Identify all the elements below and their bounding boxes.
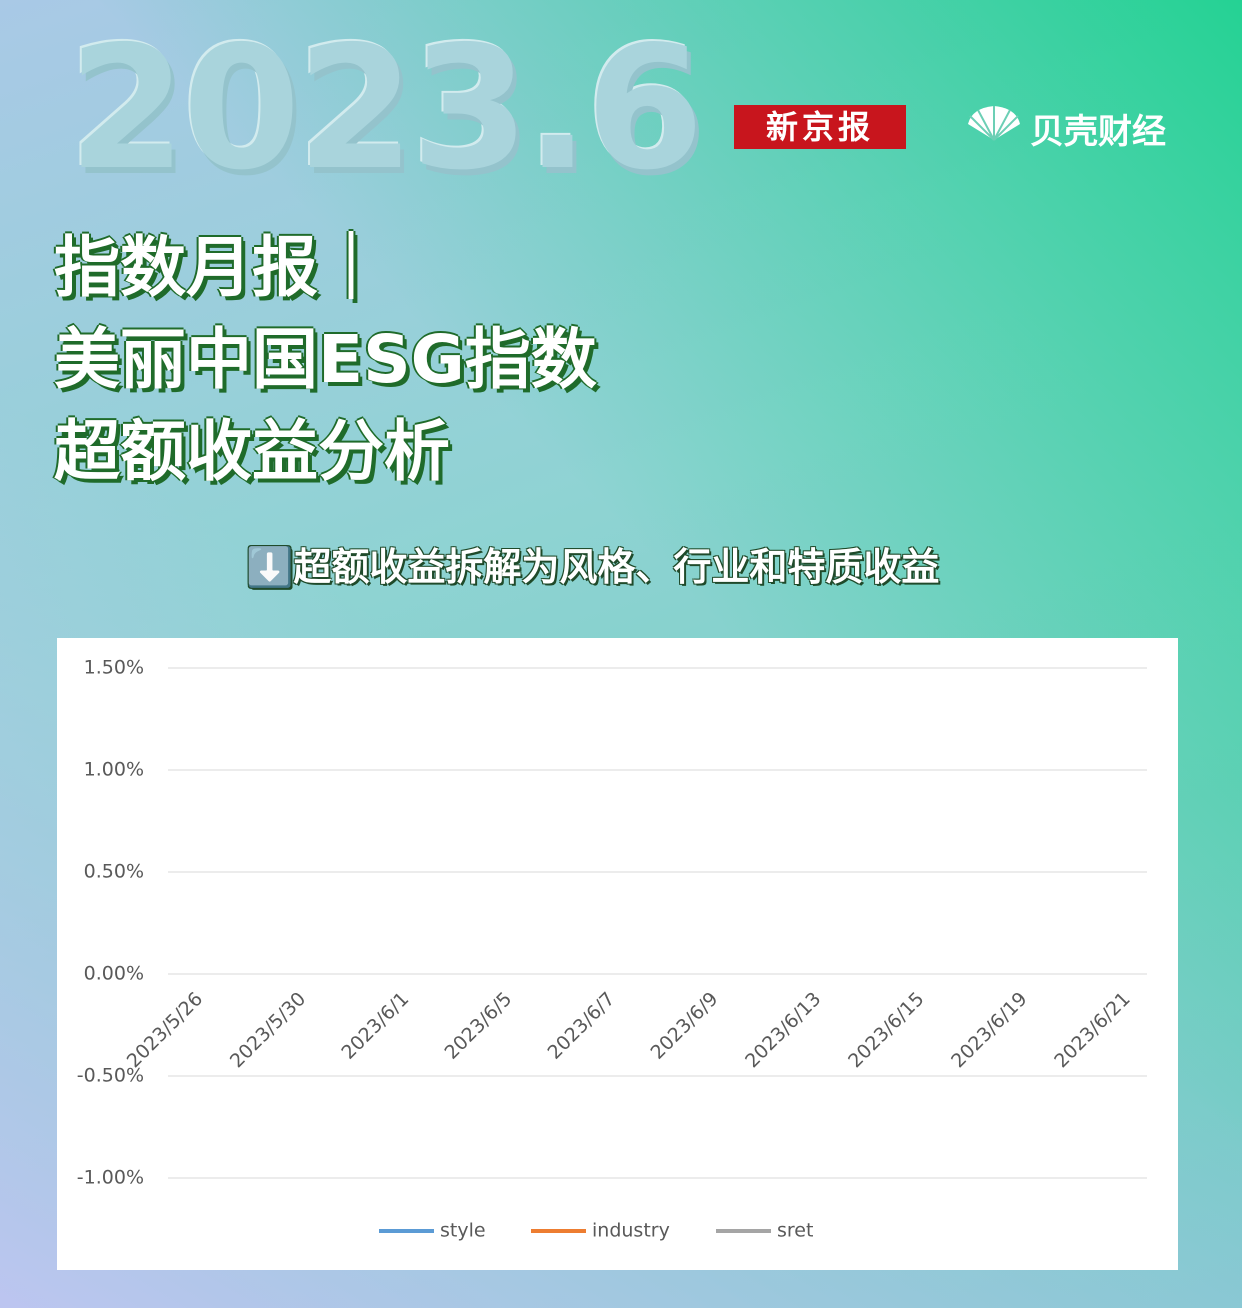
- title-line: 指数月报｜: [54, 229, 384, 306]
- title: 指数月报｜ 美丽中国ESG指数 超额收益分析: [54, 222, 597, 498]
- year-mark: 2023.6: [68, 10, 704, 208]
- legend-label: industry: [592, 1220, 670, 1242]
- shell-icon: [968, 106, 1020, 141]
- y-tick-label: 0.50%: [84, 861, 144, 883]
- brand-logo: 新京报: [734, 105, 906, 149]
- title-line: 美丽中国ESG指数: [54, 321, 597, 398]
- y-tick-label: 1.50%: [84, 657, 144, 679]
- y-tick-label: 1.00%: [84, 759, 144, 781]
- legend-label: sret: [777, 1220, 813, 1242]
- y-tick-label: 0.00%: [84, 963, 144, 985]
- title-line: 超额收益分析: [54, 413, 450, 490]
- y-tick-label: -0.50%: [77, 1065, 144, 1087]
- chart-panel: [57, 638, 1178, 1270]
- y-tick-label: -1.00%: [77, 1167, 144, 1189]
- brand-logo: 贝壳财经: [1030, 112, 1166, 152]
- legend-label: style: [440, 1220, 486, 1242]
- subtitle: ⬇️超额收益拆解为风格、行业和特质收益: [246, 545, 940, 589]
